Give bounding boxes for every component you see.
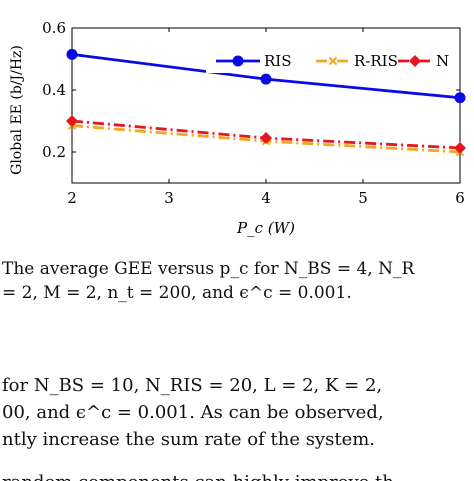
x-tick-label: 5 <box>358 189 368 207</box>
data-point <box>409 55 421 67</box>
x-tick-label: 2 <box>67 189 77 207</box>
data-point <box>328 56 338 66</box>
body-text-line-3: ntly increase the sum rate of the system… <box>2 429 376 450</box>
chart-series <box>66 48 466 157</box>
chart-legend: RIS R-RIS N <box>206 49 452 73</box>
y-tick-label: 0.6 <box>42 19 66 37</box>
data-point <box>66 48 78 60</box>
data-point <box>454 141 466 154</box>
body-text-line-4: random components can highly improve th <box>2 471 394 481</box>
data-point <box>232 55 244 67</box>
x-tick-label: 6 <box>455 189 465 207</box>
body-text-line-2: 00, and ϵ^c = 0.001. As can be observed, <box>2 402 384 423</box>
data-point <box>66 115 78 127</box>
chart-axes: 2 3 4 5 6 0.2 0.4 0.6 <box>42 19 465 207</box>
legend-label: RIS <box>264 52 292 70</box>
data-point <box>454 92 466 104</box>
body-text-line-1: for N_BS = 10, N_RIS = 20, L = 2, K = 2, <box>2 375 383 396</box>
legend-label: N <box>436 52 449 70</box>
gee-chart: 2 3 4 5 6 0.2 0.4 0.6 RIS R-RIS N Global EE (b/J/… <box>9 19 466 237</box>
x-tick-label: 3 <box>164 189 174 207</box>
y-tick-label: 0.4 <box>42 81 66 99</box>
legend-label: R-RIS <box>354 52 398 70</box>
figure-caption-line-1: The average GEE versus p_c for N_BS = 4,… <box>2 259 415 279</box>
x-axis-label: P_c (W) <box>236 219 295 237</box>
y-tick-label: 0.2 <box>42 143 66 161</box>
y-axis-label: Global EE (b/J/Hz) <box>9 45 25 175</box>
x-tick-label: 4 <box>261 189 271 207</box>
figure-caption-line-2: = 2, M = 2, n_t = 200, and ϵ^c = 0.001. <box>2 283 352 303</box>
data-point <box>260 73 272 85</box>
data-point <box>260 132 272 145</box>
